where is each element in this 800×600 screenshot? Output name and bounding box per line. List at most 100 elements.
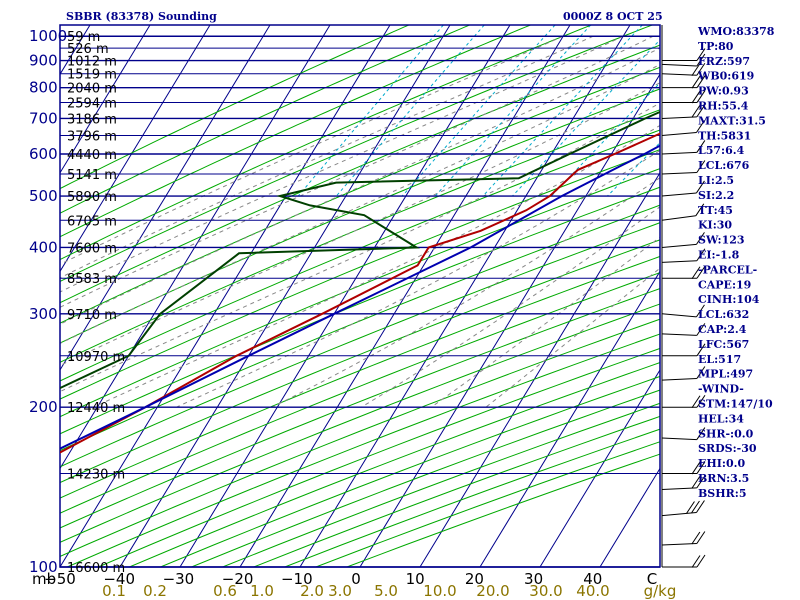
wind-barb-staff (661, 192, 697, 197)
wind-barb (661, 180, 705, 197)
index-entry: L57:6.4 (698, 144, 745, 157)
wind-barb-flag (691, 500, 700, 514)
wind-barb-flag (696, 554, 706, 568)
temperature-tick-label: 30 (524, 570, 543, 588)
pressure-tick-label: 800 (29, 79, 58, 97)
wind-barb-flag (696, 394, 706, 408)
wind-barb-flag (696, 531, 706, 544)
pressure-tick-label: 1000 (29, 27, 67, 45)
sounding-time: 0000Z 8 OCT 25 (563, 10, 663, 23)
wind-barb-staff (661, 116, 697, 119)
wind-barb-flag (695, 203, 705, 217)
index-entry: RH:55.4 (698, 100, 749, 113)
mixing-ratio-line (607, 141, 660, 197)
mixing-ratio-tick-label: 20.0 (476, 582, 509, 600)
index-entry: TP:80 (698, 40, 734, 53)
index-entry: LFC:567 (698, 338, 749, 351)
dry-adiabat-line (60, 44, 660, 304)
index-entry: TT:45 (698, 204, 733, 217)
mixing-ratio-tick-label: 2.0 (300, 582, 324, 600)
wind-barb-staff (661, 487, 697, 490)
wind-barb-flag (691, 75, 701, 89)
dry-adiabat-line (60, 272, 660, 514)
height-label: 4440 m (67, 148, 117, 163)
wind-barb-flag (696, 180, 705, 194)
wind-barb-staff (661, 73, 697, 76)
height-label: 9710 m (67, 308, 117, 323)
wind-barb-staff (661, 63, 697, 67)
index-entry: MPL:497 (698, 368, 753, 381)
wind-barb-staff (661, 151, 697, 155)
wind-barb-staff (661, 437, 697, 441)
pressure-tick-label: 300 (29, 305, 58, 323)
mixing-ratio-tick-label: 0.6 (213, 582, 237, 600)
index-entry: SHR-:0.0 (698, 427, 754, 440)
wind-barb (661, 203, 705, 221)
mixing-ratio-unit: g/kg (644, 582, 677, 600)
isotherm-line (60, 25, 391, 567)
dry-adiabat-line (60, 303, 660, 543)
index-entry: CINH:104 (698, 293, 760, 306)
index-entry: SW:123 (698, 234, 745, 247)
wind-barb-flag (691, 395, 701, 409)
temperature-profile-line (60, 132, 660, 454)
wind-barb-flag (696, 90, 706, 103)
dry-adiabat-line (60, 204, 660, 452)
dry-adiabat-line (60, 109, 660, 363)
wind-barb-flag (691, 90, 701, 104)
isotherm-line (60, 25, 151, 174)
dry-adiabat-line (60, 288, 660, 529)
wind-barb-flag (696, 265, 706, 279)
height-label: 3796 m (67, 130, 117, 145)
mixing-ratio-line (336, 25, 485, 197)
wind-barb-flag (691, 461, 701, 475)
wind-barb-flag (691, 105, 701, 118)
index-entry: CAPE:19 (698, 278, 751, 291)
mixing-ratio-tick-label: 0.1 (102, 582, 126, 600)
dry-adiabat-line (60, 149, 660, 400)
wind-barb-staff (661, 378, 697, 381)
wind-barb-flag (696, 140, 706, 153)
wind-barb-flag (696, 104, 706, 118)
height-label: 7600 m (67, 241, 117, 256)
wind-barb-flag (696, 323, 706, 336)
temperature-tick-label: −40 (103, 570, 135, 588)
wind-barb-flag (696, 232, 705, 245)
isotherm-line (60, 25, 271, 371)
pressure-tick-label: 700 (29, 109, 58, 127)
index-entry: BRN:3.5 (698, 472, 749, 485)
isotherm-line (60, 25, 211, 273)
mixing-ratio-tick-label: 10.0 (423, 582, 456, 600)
temperature-tick-label: −20 (222, 570, 254, 588)
wind-barb (661, 427, 706, 441)
temperature-tick-label: −50 (44, 570, 76, 588)
profiles-group (60, 110, 660, 454)
wind-barb (662, 394, 706, 409)
height-label: 6705 m (67, 214, 117, 229)
wind-barb-flag (696, 461, 706, 474)
moist-adiabat-line (60, 102, 660, 393)
dry-adiabat-line (60, 88, 660, 344)
index-entry: CAP:2.4 (698, 323, 747, 336)
height-label: 12440 m (67, 401, 125, 416)
height-label: 526 m (67, 42, 109, 57)
height-label: 14230 m (67, 468, 125, 483)
dry-adiabat-line (60, 66, 660, 324)
height-label: 16600 m (67, 561, 125, 576)
mixing-ratio-tick-label: 1.0 (250, 582, 274, 600)
dry-adiabat-line (60, 25, 470, 214)
temperature-tick-label: −30 (163, 570, 195, 588)
index-entry: WB0:619 (697, 70, 754, 83)
dry-adiabat-line (60, 255, 660, 499)
wind-barb (661, 500, 705, 517)
wind-barb (662, 90, 706, 104)
wind-barb-flag (696, 427, 706, 440)
index-entry: -PARCEL- (698, 263, 757, 276)
height-label: 2594 m (67, 97, 117, 112)
wind-barb-flag (691, 555, 701, 568)
height-label: 10970 m (67, 350, 125, 365)
pressure-tick-label: 900 (29, 52, 58, 70)
wind-barb-staff (661, 260, 697, 263)
pressure-unit-label: mb (32, 570, 56, 588)
